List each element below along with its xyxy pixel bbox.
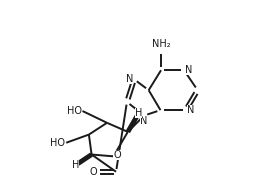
Text: N: N: [126, 74, 133, 84]
Text: HO: HO: [67, 106, 82, 116]
Text: O: O: [89, 167, 97, 177]
Text: H: H: [72, 160, 79, 170]
Text: H: H: [135, 108, 143, 118]
Text: NH₂: NH₂: [152, 39, 170, 49]
Text: N: N: [140, 116, 148, 126]
Text: O: O: [113, 150, 121, 160]
Text: N: N: [187, 105, 194, 115]
Text: N: N: [185, 65, 192, 75]
Text: HO: HO: [50, 138, 65, 148]
